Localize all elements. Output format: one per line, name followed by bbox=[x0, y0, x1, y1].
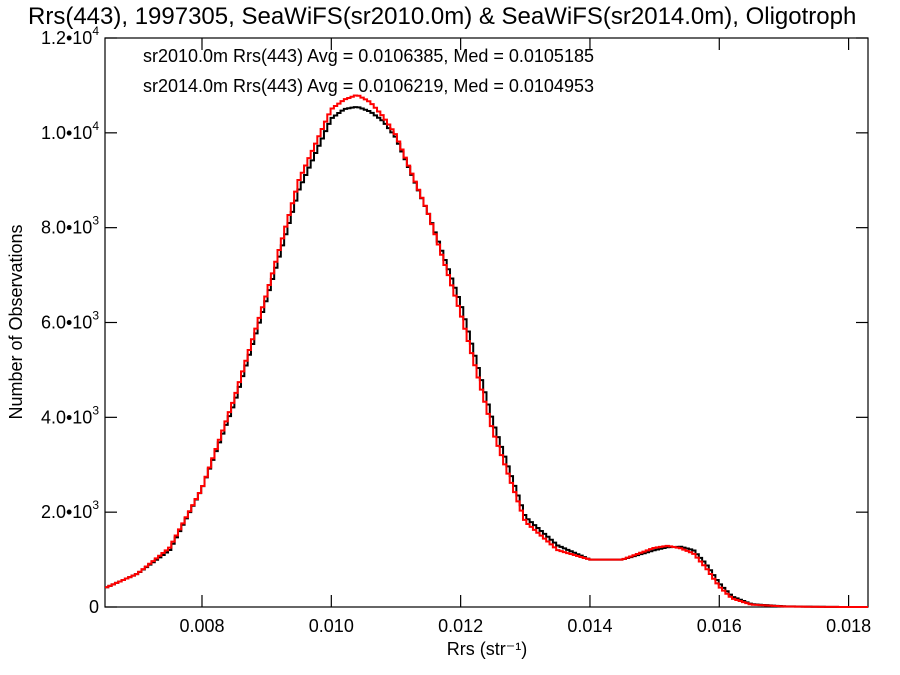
x-tick-label: 0.012 bbox=[438, 616, 483, 636]
plot-frame bbox=[104, 37, 869, 608]
x-axis: 0.008 0.010 0.012 0.014 0.016 0.018 bbox=[179, 38, 871, 636]
y-tick-label: 2.0•103 bbox=[41, 498, 99, 522]
y-tick-label: 6.0•103 bbox=[41, 309, 99, 333]
y-axis: 0 2.0•103 4.0•103 6.0•103 8.0•103 1.0•104 1.2•… bbox=[41, 24, 868, 617]
legend-entry-sr2014: sr2014.0m Rrs(443) Avg = 0.0106219, Med … bbox=[143, 76, 594, 96]
series-line-sr2014.0m bbox=[105, 94, 868, 608]
series-layer bbox=[105, 94, 868, 608]
x-tick-label: 0.018 bbox=[826, 616, 871, 636]
y-axis-label: Number of Observations bbox=[6, 224, 26, 419]
x-axis-label: Rrs (str⁻¹) bbox=[447, 639, 527, 659]
x-tick-label: 0.014 bbox=[567, 616, 612, 636]
y-tick-label: 0 bbox=[89, 597, 99, 617]
x-tick-label: 0.016 bbox=[697, 616, 742, 636]
legend-entry-sr2010: sr2010.0m Rrs(443) Avg = 0.0106385, Med … bbox=[143, 46, 594, 66]
y-tick-label: 1.0•104 bbox=[41, 119, 99, 143]
y-tick-label: 8.0•103 bbox=[41, 214, 99, 238]
chart-title: Rrs(443), 1997305, SeaWiFS(sr2010.0m) & … bbox=[28, 3, 856, 30]
x-tick-label: 0.010 bbox=[309, 616, 354, 636]
x-tick-label: 0.008 bbox=[179, 616, 224, 636]
series-line-sr2010.0m bbox=[105, 106, 868, 608]
y-tick-label: 1.2•104 bbox=[41, 24, 99, 48]
y-tick-label: 4.0•103 bbox=[41, 403, 99, 427]
